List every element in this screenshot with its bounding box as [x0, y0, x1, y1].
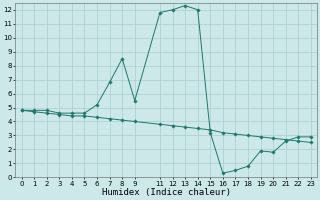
X-axis label: Humidex (Indice chaleur): Humidex (Indice chaleur) [102, 188, 231, 197]
